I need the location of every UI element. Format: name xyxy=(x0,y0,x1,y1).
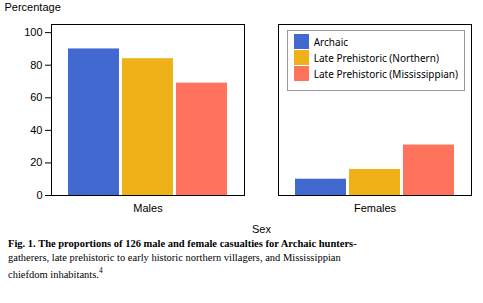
svg-text:Males: Males xyxy=(133,202,163,214)
svg-text:Percentage: Percentage xyxy=(5,1,61,13)
svg-text:40: 40 xyxy=(30,124,42,136)
svg-text:0: 0 xyxy=(36,189,42,201)
html-text:Fig. 1. The proportions of 126: Fig. 1. The proportions of 126 male and … xyxy=(8,238,357,249)
html-text:Archaic: Archaic xyxy=(313,34,348,49)
svg-text:100: 100 xyxy=(24,26,42,38)
html-text:Late Prehistoric (Mississippia: Late Prehistoric (Mississippian) xyxy=(313,66,458,81)
svg-text:Females: Females xyxy=(354,202,397,214)
html-text:gatherers, late prehistoric to: gatherers, late prehistoric to early his… xyxy=(8,251,341,263)
html-text:Late Prehistoric (Northern): Late Prehistoric (Northern) xyxy=(313,50,439,65)
html-text:chiefdom inhabitants.4: chiefdom inhabitants.4 xyxy=(8,266,103,280)
svg-text:20: 20 xyxy=(30,156,42,168)
svg-text:60: 60 xyxy=(30,91,42,103)
svg-text:80: 80 xyxy=(30,59,42,71)
svg-text:Sex: Sex xyxy=(252,223,271,235)
